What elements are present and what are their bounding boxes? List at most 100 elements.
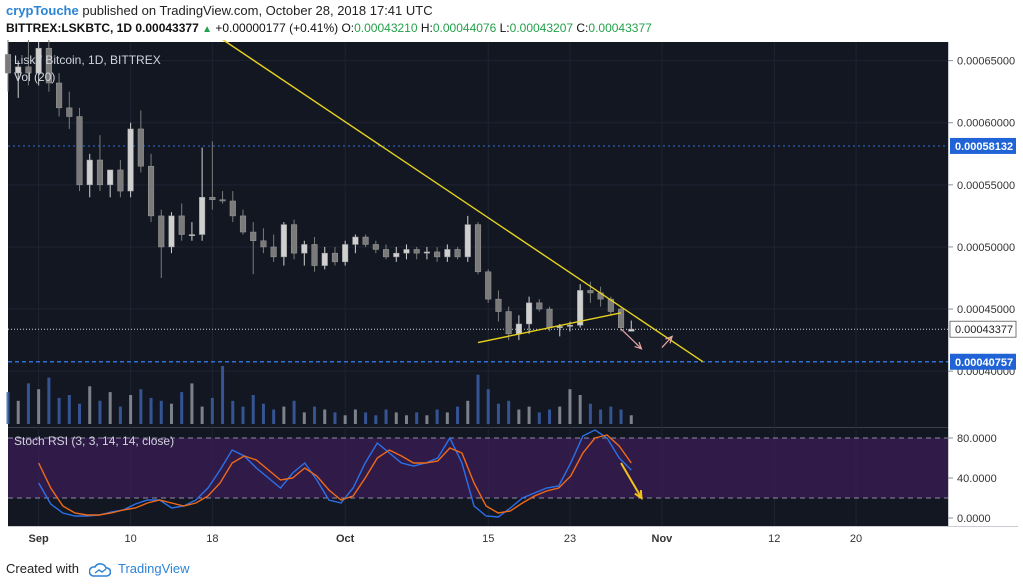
high-label: H:: [420, 21, 433, 35]
chart-canvas[interactable]: 0.00065000 0.00060000 0.00055000 0.00050000…: [0, 40, 1023, 554]
volume-bar: [353, 409, 357, 424]
close-label: C:: [576, 21, 589, 35]
volume-bar: [241, 406, 245, 424]
volume-bar: [139, 389, 143, 424]
rsi-tick-label: 0.0000: [957, 513, 991, 525]
volume-bar: [496, 403, 500, 424]
open-label: O:: [341, 21, 355, 35]
candle-body: [587, 290, 594, 294]
volume-bar: [190, 383, 194, 424]
candle-body: [45, 47, 52, 84]
candle-body: [372, 244, 379, 250]
volume-bar: [415, 412, 419, 424]
candle-body: [342, 244, 349, 263]
volume-bar: [445, 412, 449, 424]
volume-bar: [129, 395, 133, 424]
candle-body: [117, 169, 124, 192]
volume-bar: [384, 409, 388, 424]
candle-body: [15, 66, 22, 74]
volume-bar: [47, 377, 51, 424]
candle-body: [566, 324, 574, 327]
trendlines[interactable]: [222, 40, 704, 363]
candle-body: [454, 249, 461, 258]
candle-body: [536, 302, 543, 310]
trendline: [222, 40, 704, 363]
close-value: 0.00043377: [588, 21, 652, 35]
candle-body: [137, 128, 144, 167]
volume-bar: [588, 403, 592, 424]
volume-bar: [364, 412, 368, 424]
stoch-k-line: [38, 429, 632, 518]
candle-body: [209, 197, 216, 200]
volume-bar: [394, 412, 398, 424]
candle-body: [526, 302, 533, 325]
price-tag-box: [950, 137, 1016, 154]
volume-bar: [67, 395, 71, 424]
rsi-legend: Stoch RSI (3, 3, 14, 14, close): [14, 434, 174, 448]
candle-body: [168, 215, 175, 248]
candle-body: [250, 231, 257, 241]
rsi-axis-ticks: 80.0000 40.0000 0.0000: [948, 433, 997, 525]
price-axis-background: [948, 42, 1018, 526]
candles: [4, 40, 635, 341]
price-change: +0.00000177 (+0.41%): [215, 21, 339, 35]
time-tick-label: 15: [482, 533, 494, 545]
volume-bar: [609, 406, 613, 424]
candle-body: [311, 244, 318, 266]
volume-bar: [456, 406, 460, 424]
candle-body: [546, 308, 553, 328]
arrow-head: [634, 341, 643, 350]
arrow-head: [665, 335, 674, 344]
volume-bar: [108, 392, 112, 424]
volume-bar: [292, 400, 296, 424]
time-tick-label: 10: [124, 533, 136, 545]
candle-body: [301, 244, 308, 254]
published-text: published on TradingView.com, October 28…: [82, 3, 433, 18]
low-value: 0.00043207: [509, 21, 574, 35]
volume-bar: [374, 415, 378, 424]
candle-body: [86, 159, 93, 186]
candle-body: [556, 326, 563, 328]
trendline: [477, 312, 622, 344]
arrow-shaft: [620, 328, 642, 350]
time-tick-label: Sep: [29, 533, 49, 545]
volume-bar: [6, 392, 10, 424]
candle-body: [464, 224, 471, 258]
volume-bar: [302, 412, 306, 424]
volume-bar: [425, 415, 429, 424]
candle-body: [515, 323, 522, 335]
arrow-shaft: [620, 462, 643, 499]
open-value: 0.00043210: [354, 21, 418, 35]
volume-bar: [548, 409, 552, 424]
price-levels: [8, 145, 948, 363]
candle-body: [158, 215, 165, 248]
volume-bar: [333, 412, 337, 424]
candle-body: [423, 251, 430, 254]
footer: Created with TradingView: [6, 561, 190, 577]
volume-bar: [118, 406, 122, 424]
author-name[interactable]: crypTouche: [6, 3, 79, 18]
candle-body: [485, 271, 492, 300]
time-axis-background: [8, 526, 1018, 548]
candle-body: [495, 298, 502, 312]
candle-body: [270, 246, 277, 258]
stoch-d-line: [38, 434, 632, 516]
candle-body: [331, 252, 339, 263]
price-tag-label: 0.00058132: [955, 141, 1013, 153]
tradingview-cloud-icon: [88, 562, 111, 577]
candle-body: [280, 224, 287, 258]
candle-body: [413, 249, 420, 254]
time-tick-label: 12: [768, 533, 780, 545]
candle-body: [260, 240, 267, 248]
arrow-head: [634, 489, 643, 500]
candle-body: [393, 252, 400, 258]
time-tick-label: 20: [850, 533, 862, 545]
rsi-tick-label: 40.0000: [957, 473, 997, 485]
volume-bar: [323, 409, 327, 424]
tradingview-brand[interactable]: TradingView: [118, 561, 190, 576]
volume-bar: [88, 386, 92, 424]
candle-body: [188, 234, 195, 236]
time-tick-label: 23: [564, 533, 576, 545]
candle-body: [229, 200, 236, 217]
candle-body: [107, 169, 114, 186]
